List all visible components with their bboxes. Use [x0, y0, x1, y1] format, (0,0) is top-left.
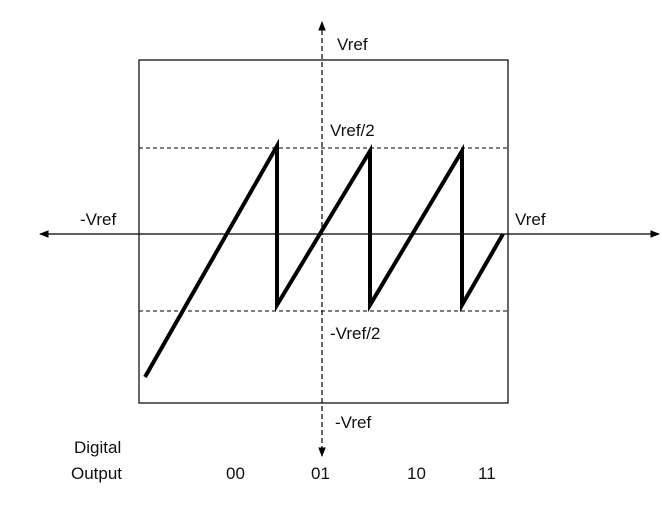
residue-sawtooth-curve — [143, 138, 505, 378]
label-x-left: -Vref — [80, 210, 116, 229]
digital-output-label-line2: Output — [71, 464, 122, 483]
label-x-right: Vref — [515, 210, 546, 229]
code-01: 01 — [311, 464, 330, 483]
label-y-half-neg: -Vref/2 — [330, 324, 380, 343]
code-10: 10 — [407, 464, 426, 483]
label-y-top: Vref — [337, 35, 368, 54]
digital-output-label-line1: Digital — [74, 438, 121, 457]
label-y-bottom: -Vref — [335, 413, 371, 432]
code-00: 00 — [226, 464, 245, 483]
label-y-half-pos: Vref/2 — [330, 121, 375, 140]
code-11: 11 — [478, 464, 496, 483]
